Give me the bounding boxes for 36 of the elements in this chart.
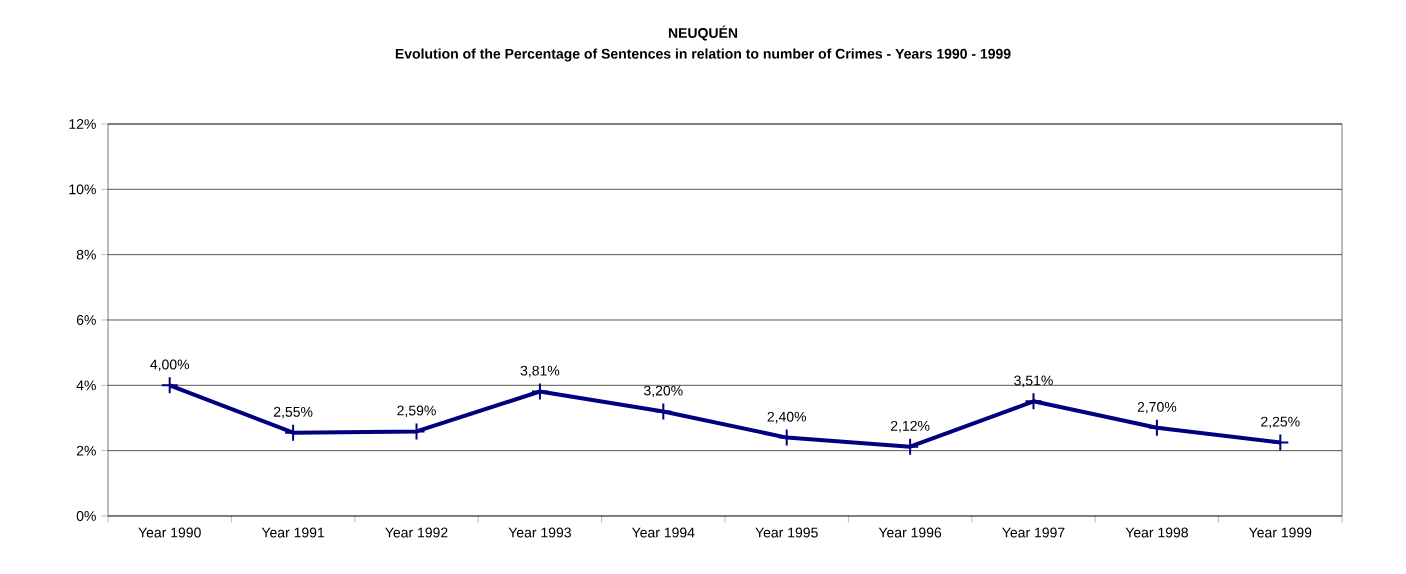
chart-title: NEUQUÉN bbox=[668, 25, 738, 41]
data-label: 3,81% bbox=[520, 365, 560, 378]
y-tick-label: 2% bbox=[76, 445, 96, 456]
x-tick-label: Year 1997 bbox=[1002, 527, 1065, 538]
y-tick-label: 12% bbox=[69, 119, 96, 129]
point bbox=[1271, 433, 1290, 452]
data-label: 2,59% bbox=[397, 405, 436, 418]
x-tick-label: Year 1991 bbox=[261, 527, 325, 538]
x-tick-label: Year 1990 bbox=[138, 527, 201, 538]
data-label: 4,00% bbox=[150, 359, 190, 372]
y-tick-label: 4% bbox=[76, 380, 96, 391]
y-tick-label: 8% bbox=[76, 249, 96, 260]
x-tick-label: Year 1998 bbox=[1125, 527, 1188, 538]
data-label: 3,20% bbox=[643, 385, 683, 398]
y-tick-label: 10% bbox=[69, 184, 96, 195]
data-label: 2,25% bbox=[1261, 416, 1300, 429]
data-label: 2,55% bbox=[273, 406, 313, 419]
point bbox=[654, 402, 673, 421]
point bbox=[777, 428, 796, 447]
data-label: 3,51% bbox=[1014, 375, 1053, 388]
data-label: 2,12% bbox=[890, 420, 930, 433]
chart-subtitle: Evolution of the Percentage of Sentences in relation to number of Crimes - Years 1990 - 1999 bbox=[395, 48, 1011, 62]
point bbox=[530, 382, 549, 401]
x-tick-label: Year 1992 bbox=[385, 527, 448, 538]
point bbox=[1024, 392, 1043, 411]
point bbox=[160, 376, 179, 395]
data-label: 2,70% bbox=[1137, 401, 1177, 414]
x-tick-label: Year 1995 bbox=[755, 527, 818, 538]
x-tick-label: Year 1996 bbox=[878, 527, 942, 538]
point bbox=[1147, 418, 1166, 437]
x-tick-label: Year 1999 bbox=[1248, 527, 1312, 538]
x-tick-label: Year 1993 bbox=[508, 527, 571, 538]
x-tick-label: Year 1994 bbox=[631, 527, 695, 538]
y-tick-label: 0% bbox=[76, 511, 96, 521]
data-label: 2,40% bbox=[767, 411, 807, 424]
y-tick-label: 6% bbox=[76, 315, 96, 325]
